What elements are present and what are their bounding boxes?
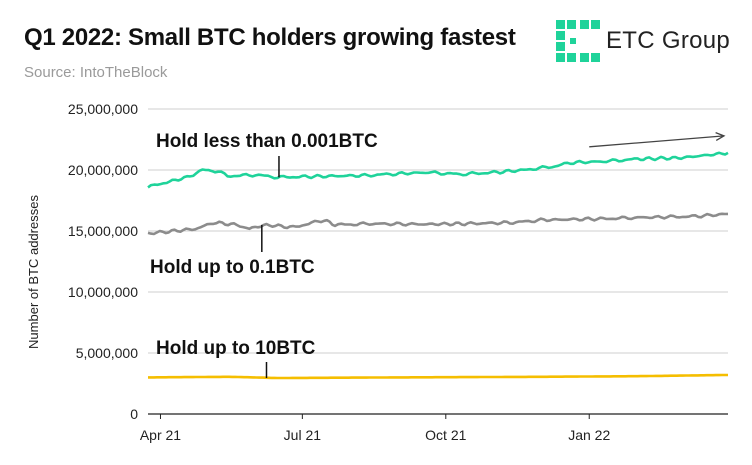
annotation-label: Hold up to 10BTC	[156, 338, 316, 359]
chart-title: Q1 2022: Small BTC holders growing faste…	[24, 24, 516, 51]
trend-arrow-shaft	[589, 135, 725, 148]
x-tick-label: Jul 21	[284, 427, 322, 443]
etc-group-logo-mark-icon	[556, 20, 600, 62]
gridlines	[148, 108, 728, 415]
series-line-1	[147, 151, 729, 189]
chart-source: Source: IntoTheBlock	[24, 64, 168, 81]
trend-arrow-icon	[715, 131, 726, 141]
logo-text: ETC Group	[606, 27, 731, 54]
y-tick-label: 15,000,000	[68, 223, 138, 239]
series-line-2	[147, 212, 729, 236]
annotation-label: Hold less than 0.001BTC	[156, 131, 378, 152]
series-lines	[147, 151, 729, 380]
etc-group-logo: ETC Group	[556, 20, 736, 64]
x-tick-label: Jan 22	[568, 427, 610, 443]
y-tick-label: 20,000,000	[68, 162, 138, 178]
y-tick-label: 0	[130, 406, 138, 422]
x-tick-labels: Apr 21 Jul 21 Oct 21 Jan 22	[140, 414, 610, 443]
y-axis-label: Number of BTC addresses	[26, 195, 41, 349]
annotations: Hold less than 0.001BTC Hold up to 0.1BTC…	[150, 131, 726, 379]
annotation-label: Hold up to 0.1BTC	[150, 257, 315, 278]
x-tick-label: Apr 21	[140, 427, 181, 443]
x-tick-label: Oct 21	[425, 427, 466, 443]
y-tick-labels: 0 5,000,000 10,000,000 15,000,000 20,000,000…	[68, 101, 138, 422]
y-tick-label: 5,000,000	[76, 345, 138, 361]
y-tick-label: 10,000,000	[68, 284, 138, 300]
series-line-3	[148, 373, 728, 380]
y-tick-label: 25,000,000	[68, 101, 138, 117]
